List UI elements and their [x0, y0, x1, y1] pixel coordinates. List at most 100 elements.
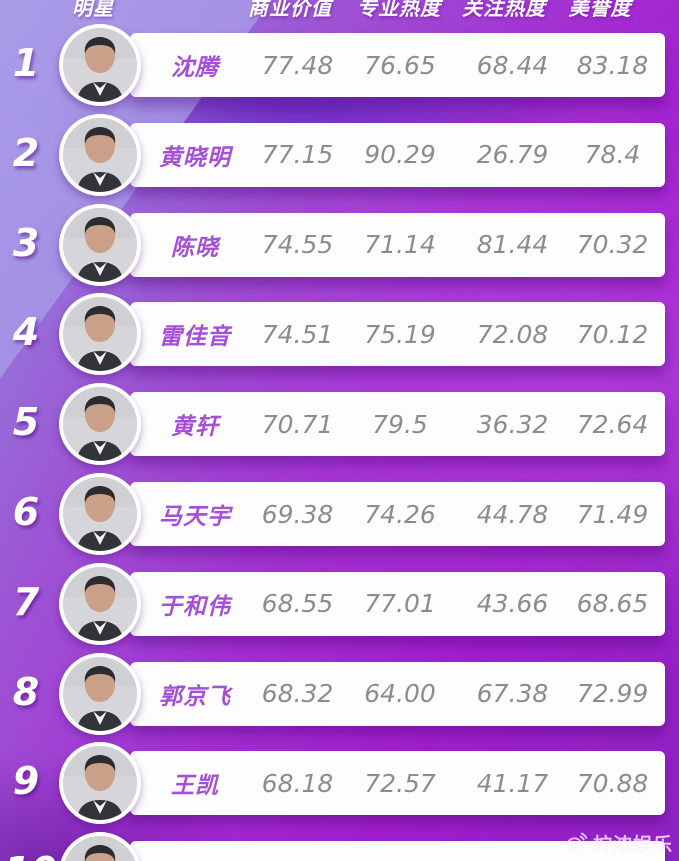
row-values: 马天宇 69.38 74.26 44.78 71.49	[130, 482, 665, 546]
person-silhouette-icon	[63, 387, 137, 462]
table-row: 2 黄晓明 77.15 90.29 26.79 78.4	[0, 113, 679, 196]
celebrity-avatar	[59, 203, 141, 286]
score-value: 64.00	[364, 679, 436, 709]
score-value: 81.44	[476, 230, 549, 260]
score-value: 71.14	[364, 230, 436, 260]
score-value: 71.49	[576, 499, 649, 529]
table-row: 5 黄轩 70.71 79.5 36.32 72.64	[0, 383, 679, 466]
celebrity-name: 沈腾	[171, 55, 219, 81]
rank-number: 7	[12, 579, 40, 624]
score-value: 68.55	[261, 589, 334, 619]
score-value: 70.32	[576, 230, 649, 260]
celebrity-avatar	[59, 293, 141, 376]
rank-number: 9	[12, 759, 40, 804]
score-value: 74.51	[261, 319, 334, 349]
celebrity-name: 于和伟	[159, 593, 231, 620]
celebrity-name: 雷佳音	[159, 324, 231, 351]
row-card	[130, 392, 665, 457]
column-header-attention-heat: 关注热度	[462, 0, 546, 20]
person-silhouette-icon	[63, 207, 137, 282]
row-values: 常远 66.55 68.02 44.55 71.6	[130, 841, 665, 861]
column-header-commercial-value: 商业价值	[248, 0, 332, 20]
person-silhouette-icon	[63, 297, 137, 372]
celebrity-avatar	[59, 113, 141, 196]
score-value: 68.02	[335, 859, 465, 861]
celebrity-name: 陈晓	[171, 234, 219, 261]
score-value: 72.64	[576, 409, 649, 439]
row-card	[130, 571, 665, 636]
score-value: 71.6	[560, 859, 665, 861]
row-card	[130, 661, 665, 726]
table-row: 10 常远 66.55 68.02 44.55 71.6	[0, 832, 679, 861]
row-values: 雷佳音 74.51 75.19 72.08 70.12	[130, 302, 665, 366]
celebrity-name: 黄晓明	[159, 144, 231, 171]
score-value: 72.99	[576, 679, 649, 709]
celebrity-name: 王凯	[171, 773, 219, 800]
row-card	[130, 751, 665, 816]
celebrity-name: 郭京飞	[159, 683, 231, 710]
row-card	[130, 482, 665, 546]
score-value: 68.44	[476, 50, 549, 80]
rank-number: 4	[12, 310, 40, 355]
score-value: 77.01	[364, 589, 436, 619]
person-silhouette-icon	[63, 836, 137, 861]
person-silhouette-icon	[63, 656, 137, 731]
row-values: 于和伟 68.55 77.01 43.66 68.65	[130, 572, 665, 636]
row-card	[130, 212, 665, 277]
score-value: 68.18	[261, 768, 334, 798]
score-value: 68.32	[261, 679, 334, 709]
row-values: 王凯 68.18 72.57 41.17 70.88	[130, 751, 665, 815]
row-values: 郭京飞 68.32 64.00 67.38 72.99	[130, 662, 665, 726]
column-header-star: 明星	[72, 0, 114, 20]
score-value: 68.65	[576, 589, 649, 619]
celebrity-avatar	[59, 24, 141, 106]
rank-number: 5	[12, 400, 40, 445]
score-value: 67.38	[476, 679, 549, 709]
celebrity-avatar	[59, 652, 141, 735]
celebrity-avatar	[59, 742, 141, 825]
celebrity-avatar	[59, 473, 141, 555]
row-card	[130, 122, 665, 187]
celebrity-name: 黄轩	[171, 414, 219, 441]
score-value: 26.79	[476, 140, 549, 170]
person-silhouette-icon	[63, 566, 137, 641]
spiral-signal-icon	[564, 832, 588, 856]
score-value: 72.57	[364, 768, 436, 798]
row-values: 黄晓明 77.15 90.29 26.79 78.4	[130, 123, 665, 187]
row-values: 陈晓 74.55 71.14 81.44 70.32	[130, 213, 665, 277]
rank-number: 10	[4, 849, 57, 861]
score-value: 79.5	[372, 409, 428, 439]
score-value: 44.78	[476, 499, 549, 529]
score-value: 90.29	[364, 140, 436, 170]
rank-number: 2	[12, 130, 40, 175]
celebrity-avatar	[59, 383, 141, 466]
score-value: 70.88	[576, 768, 649, 798]
score-value: 66.55	[260, 859, 335, 861]
score-value: 76.65	[364, 50, 436, 80]
row-card	[130, 302, 665, 367]
person-silhouette-icon	[63, 28, 137, 102]
celebrity-name: 马天宇	[159, 504, 231, 530]
celebrity-avatar	[59, 562, 141, 645]
rank-number: 8	[12, 669, 40, 714]
score-value: 77.15	[261, 140, 334, 170]
score-value: 78.4	[584, 140, 641, 170]
person-silhouette-icon	[63, 746, 137, 821]
watermark-label: 柠浓娱乐	[592, 834, 673, 856]
score-value: 77.48	[261, 50, 334, 80]
score-value: 83.18	[576, 50, 649, 80]
score-value: 70.71	[261, 409, 334, 439]
score-value: 72.08	[476, 319, 549, 349]
score-value: 70.12	[576, 319, 649, 349]
score-value: 36.32	[476, 409, 549, 439]
score-value: 43.66	[476, 589, 549, 619]
score-value: 41.17	[476, 768, 549, 798]
celebrity-avatar	[59, 832, 141, 861]
score-value: 75.19	[364, 319, 436, 349]
person-silhouette-icon	[63, 117, 137, 192]
score-value: 74.26	[364, 499, 436, 529]
table-row: 9 王凯 68.18 72.57 41.17 70.88	[0, 742, 679, 825]
row-values: 黄轩 70.71 79.5 36.32 72.64	[130, 392, 665, 456]
rank-number: 3	[12, 220, 40, 265]
